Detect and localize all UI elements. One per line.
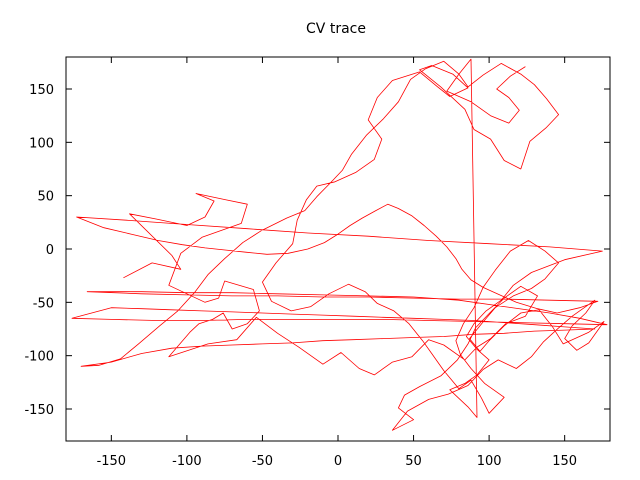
y-tick-label: 100: [29, 136, 54, 151]
y-tick-label: -150: [24, 403, 54, 418]
x-tick-label: 150: [552, 454, 577, 469]
cv-trace-line: [71, 58, 608, 431]
x-tick-label: 100: [477, 454, 502, 469]
x-tick-label: 0: [334, 454, 342, 469]
y-tick-label: -100: [24, 350, 54, 365]
y-tick-label: -50: [33, 296, 54, 311]
y-tick-label: 0: [46, 243, 54, 258]
x-tick-label: 50: [405, 454, 422, 469]
y-tick-label: 150: [29, 83, 54, 98]
x-tick-label: -150: [97, 454, 127, 469]
x-tick-label: -100: [172, 454, 202, 469]
chart-title: CV trace: [306, 21, 366, 37]
x-tick-label: -50: [252, 454, 273, 469]
y-tick-label: 50: [37, 190, 54, 205]
plot-frame: [65, 56, 611, 442]
axis-ticks: -150 -100 -50 0 50 100 150 -150 -100 -50 0 50 100 150: [24, 57, 610, 469]
